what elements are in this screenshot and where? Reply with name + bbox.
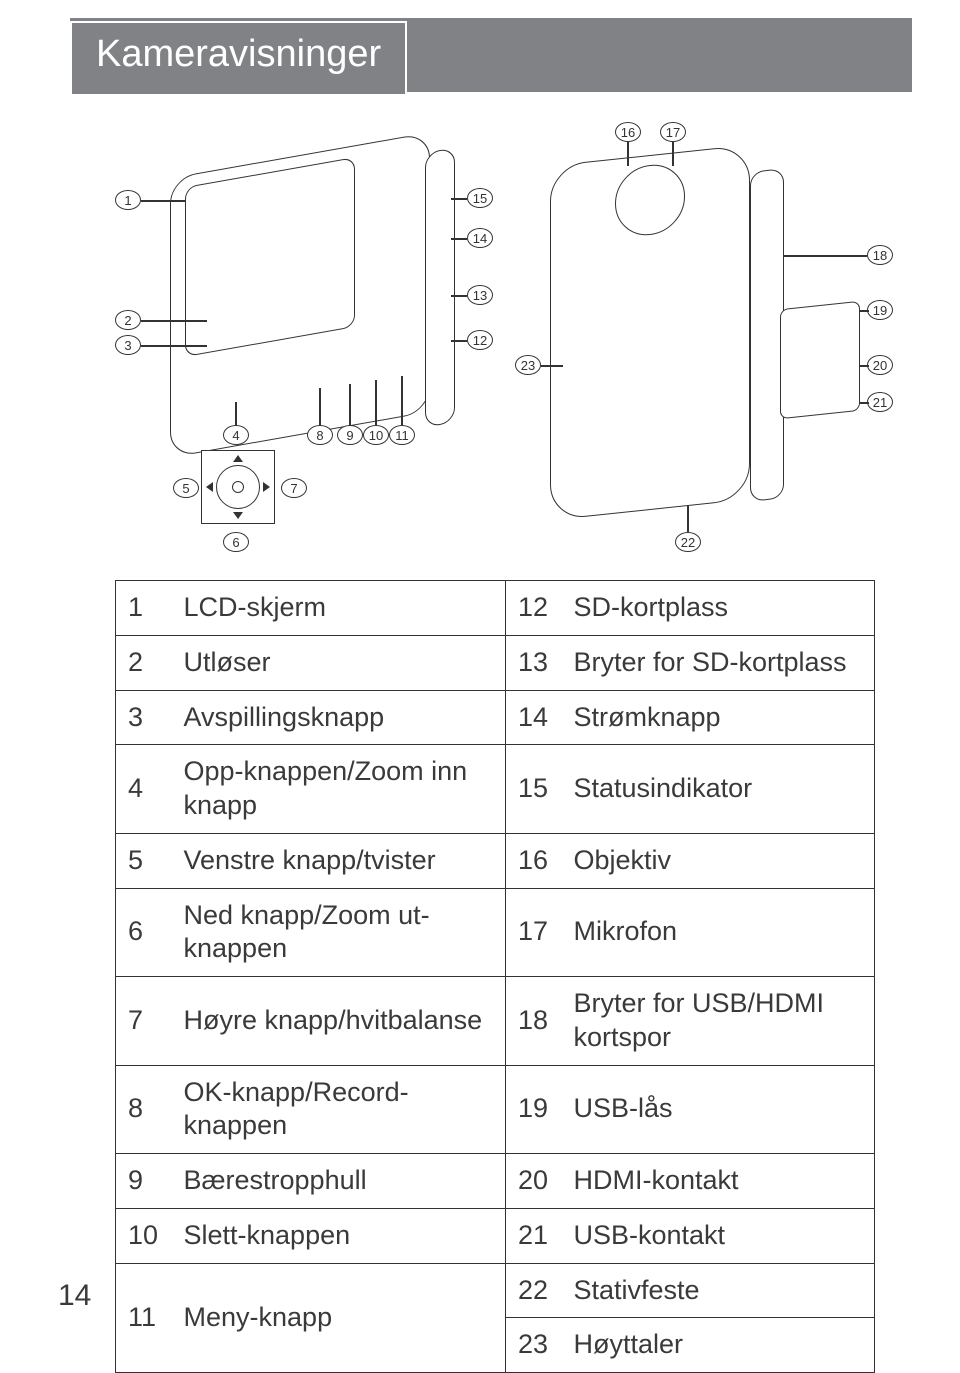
part-label: USB-lås xyxy=(562,1065,875,1154)
part-num: 21 xyxy=(506,1208,562,1263)
part-label: SD-kortplass xyxy=(562,581,875,636)
part-label: Mikrofon xyxy=(562,888,875,977)
part-label: Strømknapp xyxy=(562,690,875,745)
part-num: 2 xyxy=(116,635,172,690)
part-label: Høyre knapp/hvitbalanse xyxy=(172,977,506,1066)
part-label: HDMI-kontakt xyxy=(562,1154,875,1209)
part-label: Meny-knapp xyxy=(172,1263,506,1373)
part-num: 20 xyxy=(506,1154,562,1209)
part-num: 12 xyxy=(506,581,562,636)
part-label: USB-kontakt xyxy=(562,1208,875,1263)
callout-8: 8 xyxy=(307,425,333,445)
device-screen-outline xyxy=(185,157,355,357)
part-num: 9 xyxy=(116,1154,172,1209)
callout-4: 4 xyxy=(223,425,249,445)
callout-16: 16 xyxy=(615,122,641,142)
part-label: Objektiv xyxy=(562,833,875,888)
part-label: Statusindikator xyxy=(562,745,875,834)
callout-15: 15 xyxy=(467,188,493,208)
section-tab-header: Kameravisninger xyxy=(70,18,912,94)
part-num: 8 xyxy=(116,1065,172,1154)
parts-table-grid: 1 LCD-skjerm 12 SD-kortplass 2 Utløser 1… xyxy=(115,580,875,1373)
part-label: Stativfeste xyxy=(562,1263,875,1318)
device-diagrams: 1 2 3 4 5 6 7 8 9 10 11 12 13 14 15 16 1… xyxy=(115,130,875,550)
callout-2: 2 xyxy=(115,310,141,330)
part-label: Venstre knapp/tvister xyxy=(172,833,506,888)
part-num: 10 xyxy=(116,1208,172,1263)
part-label: Bærestropphull xyxy=(172,1154,506,1209)
part-num: 19 xyxy=(506,1065,562,1154)
part-label: Høyttaler xyxy=(562,1318,875,1373)
device-port-flap xyxy=(780,301,860,419)
device-side-outline xyxy=(425,147,455,427)
callout-13: 13 xyxy=(467,285,493,305)
callout-18: 18 xyxy=(867,245,893,265)
part-label: Bryter for SD-kortplass xyxy=(562,635,875,690)
callout-21: 21 xyxy=(867,392,893,412)
part-num: 6 xyxy=(116,888,172,977)
callout-23: 23 xyxy=(515,355,541,375)
part-label: Utløser xyxy=(172,635,506,690)
callout-9: 9 xyxy=(337,425,363,445)
device-back-side-outline xyxy=(750,168,784,502)
part-num: 13 xyxy=(506,635,562,690)
part-num: 15 xyxy=(506,745,562,834)
part-label: Bryter for USB/HDMI kortspor xyxy=(562,977,875,1066)
part-label: Ned knapp/Zoom ut-knappen xyxy=(172,888,506,977)
part-num: 11 xyxy=(116,1263,172,1373)
part-num: 17 xyxy=(506,888,562,977)
part-label: Opp-knappen/Zoom inn knapp xyxy=(172,745,506,834)
section-title: Kameravisninger xyxy=(70,21,407,94)
parts-table: 1 LCD-skjerm 12 SD-kortplass 2 Utløser 1… xyxy=(115,580,875,1373)
part-num: 14 xyxy=(506,690,562,745)
part-label: OK-knapp/Record-knappen xyxy=(172,1065,506,1154)
part-num: 3 xyxy=(116,690,172,745)
part-num: 22 xyxy=(506,1263,562,1318)
part-num: 4 xyxy=(116,745,172,834)
part-num: 1 xyxy=(116,581,172,636)
callout-12: 12 xyxy=(467,330,493,350)
part-num: 7 xyxy=(116,977,172,1066)
callout-10: 10 xyxy=(363,425,389,445)
callout-19: 19 xyxy=(867,300,893,320)
callout-14: 14 xyxy=(467,228,493,248)
callout-3: 3 xyxy=(115,335,141,355)
callout-1: 1 xyxy=(115,190,141,210)
part-label: Avspillingsknapp xyxy=(172,690,506,745)
joystick-detail xyxy=(201,450,275,524)
part-num: 16 xyxy=(506,833,562,888)
callout-11: 11 xyxy=(389,425,415,445)
part-label: Slett-knappen xyxy=(172,1208,506,1263)
callout-22: 22 xyxy=(675,532,701,552)
page-number: 14 xyxy=(58,1279,91,1313)
part-num: 5 xyxy=(116,833,172,888)
part-label: LCD-skjerm xyxy=(172,581,506,636)
callout-17: 17 xyxy=(660,122,686,142)
callout-6: 6 xyxy=(223,532,249,552)
callout-7: 7 xyxy=(281,478,307,498)
callout-5: 5 xyxy=(173,478,199,498)
callout-20: 20 xyxy=(867,355,893,375)
part-num: 23 xyxy=(506,1318,562,1373)
part-num: 18 xyxy=(506,977,562,1066)
